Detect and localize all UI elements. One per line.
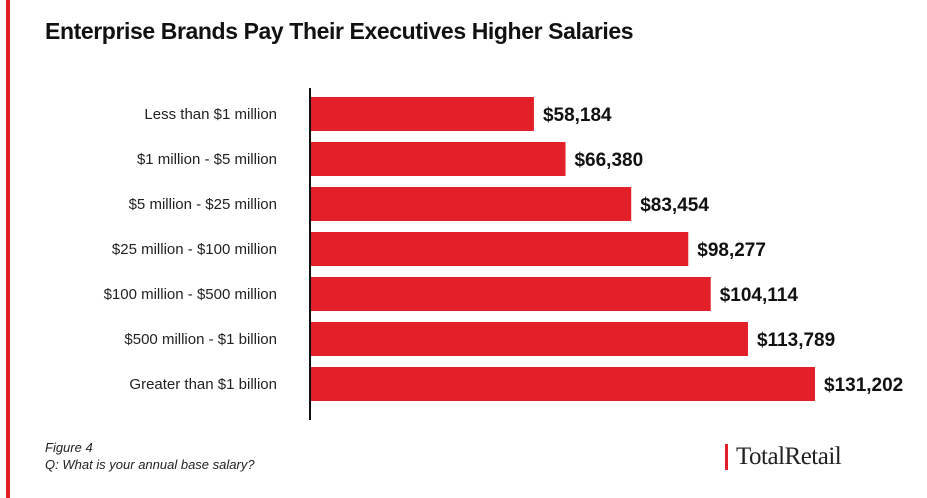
- value-label: $98,277: [697, 240, 766, 261]
- bar: [310, 367, 815, 401]
- bar: [310, 277, 711, 311]
- category-label: Less than $1 million: [144, 106, 277, 123]
- survey-question: Q: What is your annual base salary?: [45, 457, 255, 472]
- figure-caption: Figure 4: [45, 440, 93, 455]
- category-label: $25 million - $100 million: [112, 241, 277, 258]
- bar: [310, 97, 534, 131]
- bar: [310, 142, 566, 176]
- bar: [310, 322, 748, 356]
- brand-logo: TotalRetail: [725, 442, 842, 472]
- bars-layer: Less than $1 million $58,184 $1 million - …: [104, 97, 903, 401]
- category-label: Greater than $1 billion: [129, 376, 277, 393]
- value-label: $58,184: [543, 105, 612, 126]
- category-label: $500 million - $1 billion: [124, 331, 277, 348]
- logo-wordmark: TotalRetail: [736, 443, 842, 470]
- chart-title: Enterprise Brands Pay Their Executives H…: [45, 18, 634, 44]
- accent-rule: [6, 0, 10, 498]
- value-label: $104,114: [720, 285, 799, 306]
- bar: [310, 187, 632, 221]
- category-label: $100 million - $500 million: [104, 286, 277, 303]
- value-label: $131,202: [824, 375, 903, 396]
- value-label: $83,454: [640, 195, 709, 216]
- value-label: $66,380: [574, 150, 643, 171]
- logo-accent-bar: [725, 444, 728, 470]
- bar: [310, 232, 689, 266]
- category-label: $1 million - $5 million: [137, 151, 277, 168]
- bar-chart: Less than $1 million $58,184 $1 million - …: [104, 88, 903, 420]
- category-label: $5 million - $25 million: [129, 196, 277, 213]
- value-label: $113,789: [757, 330, 835, 351]
